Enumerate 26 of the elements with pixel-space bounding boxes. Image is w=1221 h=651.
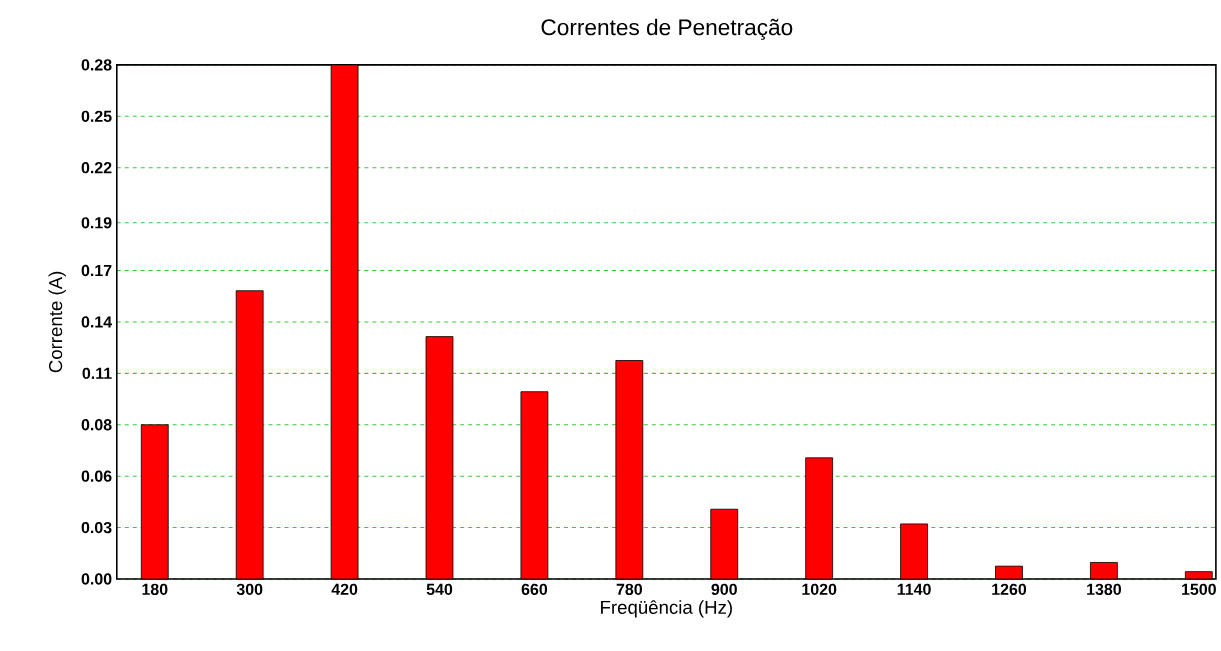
- y-tick-label: 0.03: [81, 521, 112, 534]
- y-tick-label: 0.08: [81, 419, 112, 431]
- x-tick-label: 1500: [1182, 583, 1216, 596]
- x-tick-label: 780: [616, 583, 642, 596]
- y-tick-label: 0.19: [81, 217, 112, 229]
- y-tick-label: 0.28: [81, 59, 112, 71]
- x-tick-label: 1260: [992, 583, 1027, 596]
- y-tick-label: 0.00: [81, 573, 112, 585]
- x-tick-label: 660: [521, 583, 548, 596]
- y-tick-label: 0.22: [81, 162, 112, 174]
- y-axis-title: Corrente (A): [48, 271, 66, 373]
- x-tick-label: 1380: [1087, 583, 1121, 596]
- y-tick-label: 0.06: [81, 470, 112, 482]
- chart-title: Correntes de Penetração: [541, 18, 793, 40]
- x-tick-label: 540: [426, 583, 453, 596]
- y-tick-label: 0.17: [81, 264, 112, 277]
- y-tick-label: 0.14: [81, 316, 112, 328]
- x-tick-label: 1140: [897, 583, 931, 596]
- y-tick-label: 0.11: [82, 367, 112, 380]
- x-axis-title: Freqüência (Hz): [601, 600, 732, 618]
- y-tick-label: 0.25: [81, 110, 112, 122]
- x-tick-label: 900: [711, 583, 737, 596]
- x-tick-label: 300: [236, 583, 263, 596]
- x-tick-label: 1020: [802, 583, 837, 596]
- x-tick-label: 180: [142, 583, 168, 596]
- x-tick-label: 420: [331, 583, 358, 596]
